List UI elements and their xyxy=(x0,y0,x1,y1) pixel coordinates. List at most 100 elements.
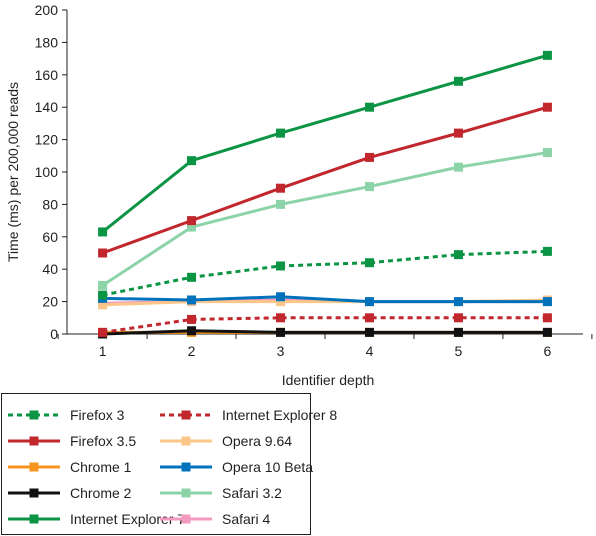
x-tick-label: 4 xyxy=(366,343,374,359)
legend-label: Safari 3.2 xyxy=(222,485,282,501)
data-point xyxy=(542,148,552,158)
data-point xyxy=(453,76,463,86)
chart-axes: 0 20 40 60 80 100 120 140 160 180 200 1 2 3 4 5 6 xyxy=(35,2,593,359)
chart-series xyxy=(98,50,552,339)
legend-label: Firefox 3 xyxy=(70,407,125,423)
legend-swatch-marker xyxy=(29,514,39,524)
legend-label: Internet Explorer 8 xyxy=(222,407,337,423)
legend-swatch-marker xyxy=(181,514,191,524)
data-point xyxy=(364,313,374,323)
legend-item: Internet Explorer 7 xyxy=(8,511,185,527)
series-8 xyxy=(98,148,552,290)
data-point xyxy=(453,128,463,138)
legend-label: Chrome 1 xyxy=(70,459,132,475)
data-point xyxy=(364,327,374,337)
data-point xyxy=(187,295,197,305)
y-tick-label: 60 xyxy=(42,229,58,245)
legend-item: Firefox 3 xyxy=(8,407,125,423)
data-point xyxy=(364,182,374,192)
y-tick-label: 200 xyxy=(35,2,59,18)
legend-label: Opera 10 Beta xyxy=(222,459,313,475)
data-point xyxy=(98,248,108,258)
legend-swatch-marker xyxy=(181,436,191,446)
series-0 xyxy=(98,246,552,300)
legend-item: Safari 3.2 xyxy=(160,485,282,501)
legend-item: Chrome 2 xyxy=(8,485,132,501)
legend-swatch-marker xyxy=(181,488,191,498)
x-axis-title: Identifier depth xyxy=(282,372,375,388)
data-point xyxy=(276,183,286,193)
legend-label: Opera 9.64 xyxy=(222,433,292,449)
y-tick-label: 0 xyxy=(50,326,58,342)
x-tick-label: 3 xyxy=(277,343,285,359)
data-point xyxy=(276,261,286,271)
y-axis-title: Time (ms) per 200,000 reads xyxy=(5,82,21,262)
series-line xyxy=(102,249,548,297)
legend-swatch-marker xyxy=(181,462,191,472)
data-point xyxy=(364,102,374,112)
data-point xyxy=(364,152,374,162)
data-point xyxy=(98,227,108,237)
legend-label: Internet Explorer 7 xyxy=(70,511,185,527)
data-point xyxy=(542,102,552,112)
data-point xyxy=(98,327,108,337)
data-point xyxy=(453,162,463,172)
series-line xyxy=(102,316,548,334)
y-tick-label: 40 xyxy=(42,261,58,277)
data-point xyxy=(542,313,552,323)
legend-box xyxy=(1,393,311,535)
data-point xyxy=(187,216,197,226)
data-point xyxy=(98,300,108,310)
legend-label: Safari 4 xyxy=(222,511,270,527)
data-point xyxy=(453,297,463,307)
legend-swatch-marker xyxy=(181,410,191,420)
y-tick-label: 120 xyxy=(35,132,59,148)
legend-label: Chrome 2 xyxy=(70,485,132,501)
x-tick-label: 5 xyxy=(455,343,463,359)
y-tick-label: 80 xyxy=(42,196,58,212)
series-1 xyxy=(98,102,552,258)
legend-item: Internet Explorer 8 xyxy=(160,407,337,423)
data-point xyxy=(187,272,197,282)
data-point xyxy=(453,327,463,337)
x-tick-label: 6 xyxy=(544,343,552,359)
series-line xyxy=(101,151,548,287)
legend-swatch-marker xyxy=(29,462,39,472)
data-point xyxy=(98,280,108,290)
series-line xyxy=(102,329,548,336)
data-point xyxy=(187,314,197,324)
data-point xyxy=(98,290,108,300)
series-4 xyxy=(98,50,552,237)
data-point xyxy=(453,250,463,260)
y-tick-label: 160 xyxy=(35,67,59,83)
y-tick-label: 100 xyxy=(35,164,59,180)
data-point xyxy=(276,292,286,302)
y-tick-label: 180 xyxy=(35,34,59,50)
legend-swatch-marker xyxy=(29,488,39,498)
data-point xyxy=(276,313,286,323)
legend-item: Safari 4 xyxy=(160,511,270,527)
legend: Firefox 3 Firefox 3.5 Chrome 1 Chrome 2 Inte… xyxy=(8,407,337,527)
y-tick-label: 140 xyxy=(35,99,59,115)
legend-swatch-marker xyxy=(29,410,39,420)
data-point xyxy=(542,246,552,256)
data-point xyxy=(276,128,286,138)
data-point xyxy=(187,326,197,336)
legend-item: Opera 10 Beta xyxy=(160,459,313,475)
series-5 xyxy=(98,313,552,337)
data-point xyxy=(364,297,374,307)
data-point xyxy=(187,222,197,232)
series-line xyxy=(101,53,548,234)
data-point xyxy=(542,327,552,337)
data-point xyxy=(453,313,463,323)
x-tick-label: 1 xyxy=(99,343,107,359)
series-line xyxy=(102,295,548,304)
data-point xyxy=(276,327,286,337)
legend-item: Chrome 1 xyxy=(8,459,132,475)
data-point xyxy=(542,297,552,307)
x-tick-label: 2 xyxy=(188,343,196,359)
y-tick-label: 20 xyxy=(42,294,58,310)
series-line xyxy=(102,105,548,255)
data-point xyxy=(542,50,552,60)
